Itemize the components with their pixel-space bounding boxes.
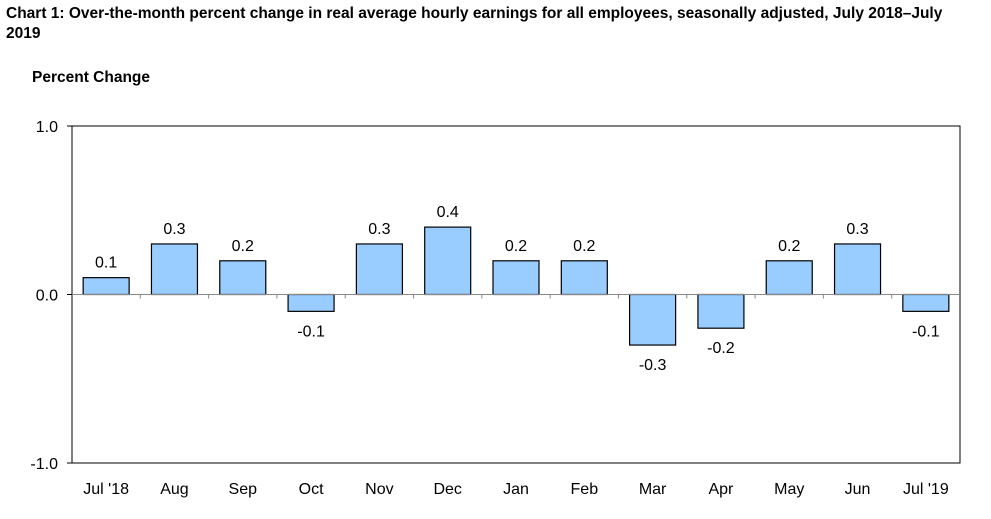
x-tick-label: Sep	[229, 481, 258, 498]
bar	[492, 260, 540, 296]
data-label: 0.2	[778, 238, 800, 255]
x-tick-label: Dec	[433, 481, 461, 498]
x-tick-label: Jul '18	[83, 481, 129, 498]
data-label: 0.3	[368, 221, 390, 238]
data-label: 0.2	[232, 238, 254, 255]
data-label: 0.1	[95, 255, 117, 272]
data-label: 0.2	[505, 238, 527, 255]
data-label: -0.2	[707, 340, 735, 357]
bar	[765, 260, 813, 296]
x-tick-label: Jul '19	[903, 481, 949, 498]
bar	[629, 293, 677, 346]
bars-group	[82, 226, 950, 346]
x-tick-label: Oct	[299, 481, 324, 498]
data-label: -0.1	[297, 323, 325, 340]
bar	[560, 260, 608, 296]
y-tick-label: 0.0	[36, 288, 58, 305]
bar	[287, 293, 335, 312]
x-tick-label: Mar	[639, 481, 667, 498]
data-label: -0.1	[912, 323, 940, 340]
bar	[82, 277, 130, 296]
data-label: 0.4	[437, 204, 459, 221]
chart-title: Chart 1: Over-the-month percent change i…	[6, 5, 943, 42]
data-label: 0.3	[163, 221, 185, 238]
bar	[424, 226, 472, 296]
x-tick-label: Apr	[708, 481, 734, 498]
y-tick-label: 1.0	[36, 119, 58, 136]
bar	[697, 293, 745, 329]
y-axis-label: Percent Change	[32, 69, 151, 86]
bar	[150, 243, 199, 296]
data-labels-group: 0.1 0.3 0.2 -0.1 0.3 0.4 0.2 0.2 -0.3 -0.2 0.2 0.3 -…	[95, 204, 940, 374]
data-label: 0.2	[573, 238, 595, 255]
bar	[902, 293, 950, 312]
x-tick-label: Jan	[503, 481, 529, 498]
bar	[219, 260, 267, 296]
y-ticks-group: -1.0 0.0 1.0	[30, 119, 72, 473]
bar	[833, 243, 882, 296]
bar	[355, 243, 403, 296]
data-label: -0.3	[639, 357, 667, 374]
x-tick-label: Feb	[571, 481, 599, 498]
x-ticks-group: Jul '18 Aug Sep Oct Nov Dec Jan Feb Mar Apr May Jun…	[83, 481, 949, 498]
x-tick-label: Aug	[160, 481, 188, 498]
y-tick-label: -1.0	[30, 456, 58, 473]
axes-group	[71, 125, 961, 464]
x-tick-label: Nov	[365, 481, 393, 498]
x-tick-label: May	[774, 481, 804, 498]
x-tick-label: Jun	[845, 481, 871, 498]
data-label: 0.3	[846, 221, 868, 238]
